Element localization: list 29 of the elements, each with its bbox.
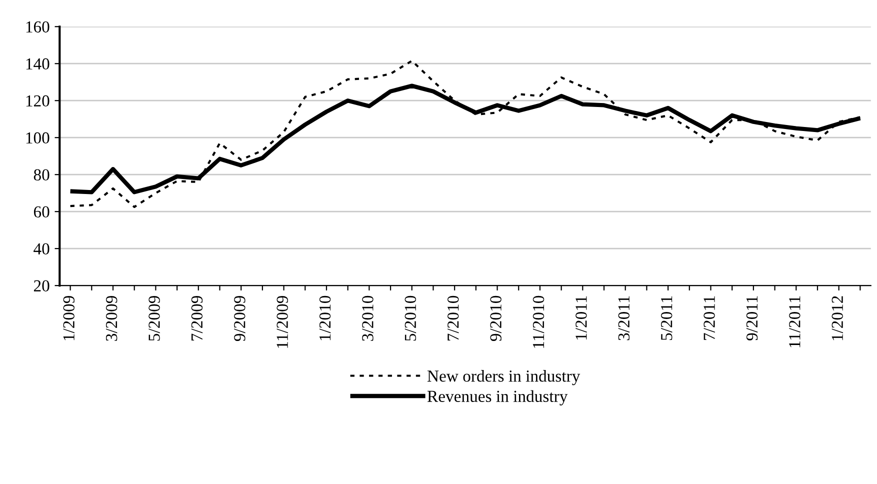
x-tick-label: 11/2010 [532,296,544,348]
x-tick-label: 11/2009 [276,296,288,348]
x-tick-label: 9/2010 [490,296,502,342]
x-tick-label: 1/2010 [319,296,331,340]
x-tick-label: 1/2012 [832,296,844,340]
legend-label: New orders in industry [427,370,580,386]
y-tick-label: 160 [26,21,50,33]
legend-label: Revenues in industry [427,390,568,406]
x-tick-label: 9/2009 [234,296,246,342]
x-tick-label: 3/2011 [618,296,630,340]
x-tick-label: 11/2011 [789,296,800,348]
y-tick-label: 100 [26,132,50,144]
x-tick-label: 3/2010 [362,296,374,341]
x-tick-label: 1/2009 [63,296,74,340]
x-tick-label: 7/2011 [704,296,715,340]
y-tick-label: 140 [26,58,50,70]
x-tick-label: 5/2011 [660,296,672,340]
x-tick-label: 5/2010 [404,296,416,341]
x-tick-label: 7/2010 [448,296,459,340]
x-tick-label: 7/2009 [191,296,203,340]
y-tick-label: 20 [34,280,50,292]
x-tick-label: 1/2011 [576,296,587,340]
y-tick-label: 80 [34,169,50,181]
y-tick-label: 60 [34,206,50,218]
y-tick-label: 120 [26,95,50,107]
y-tick-label: 40 [34,243,50,255]
x-tick-label: 3/2009 [106,296,118,341]
x-tick-label: 5/2009 [148,296,160,341]
x-tick-label: 9/2011 [746,296,758,340]
